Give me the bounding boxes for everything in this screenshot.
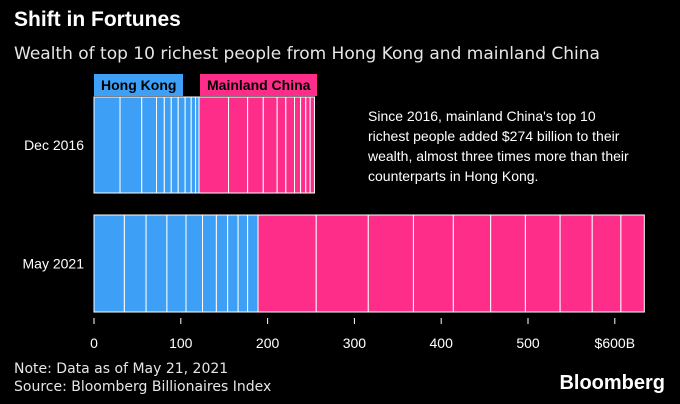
bar-segment: [452, 214, 492, 313]
bar-segment: [559, 214, 593, 313]
bar-segment: [247, 96, 264, 194]
chart-subtitle: Wealth of top 10 richest people from Hon…: [14, 44, 600, 64]
source-text: Source: Bloomberg Billionaires Index: [14, 379, 272, 395]
bar-segment: [141, 96, 157, 194]
x-tick-label: 500: [516, 335, 540, 351]
bar-segment: [285, 96, 296, 194]
bar-segment: [155, 96, 165, 194]
x-tick-label: 0: [90, 335, 98, 351]
category-label: May 2021: [23, 256, 85, 272]
bar-segment: [367, 214, 414, 313]
bar-segment: [524, 214, 561, 313]
bloomberg-logo: Bloomberg: [559, 372, 665, 394]
bar-segment: [177, 96, 186, 194]
bar-segment: [119, 96, 143, 194]
bar-segment: [184, 96, 192, 194]
note-text: Note: Data as of May 21, 2021: [14, 361, 229, 377]
bar-segment: [247, 214, 259, 313]
bar-segment: [276, 96, 287, 194]
bar-segment: [591, 214, 622, 313]
bar-segment: [305, 96, 311, 194]
chart-annotation: Since 2016, mainland China's top 10 rich…: [368, 108, 629, 184]
bar-segment: [195, 96, 200, 194]
bar-segment: [170, 96, 179, 194]
chart-notes: Note: Data as of May 21, 2021 Source: Bl…: [14, 360, 271, 396]
bar-segment: [237, 214, 249, 313]
x-tick-label: 400: [430, 335, 454, 351]
bar-segment: [185, 214, 203, 313]
bar-segment: [309, 96, 315, 194]
x-tick-label: 200: [256, 335, 280, 351]
bar-segment: [294, 96, 302, 194]
x-tick-label: $600B: [595, 335, 635, 351]
bar-segment: [166, 214, 187, 313]
bar-segment: [262, 96, 278, 194]
bar-segment: [490, 214, 526, 313]
legend-mainland-china: Mainland China: [200, 74, 318, 96]
bar-segment: [198, 96, 230, 194]
bar-segment: [227, 214, 239, 313]
bar-segment: [145, 214, 168, 313]
bar-segment: [202, 214, 217, 313]
x-tick-label: 300: [343, 335, 367, 351]
bar-segment: [315, 214, 369, 313]
bar-segment: [257, 214, 317, 313]
bar-segment: [215, 214, 229, 313]
bar-segment: [300, 96, 307, 194]
chart-title: Shift in Fortunes: [14, 8, 181, 31]
bar-segment: [123, 214, 147, 313]
x-tick-label: 100: [169, 335, 193, 351]
legend-hong-kong: Hong Kong: [94, 74, 184, 96]
bar-segment: [163, 96, 172, 194]
bar-segment: [228, 96, 249, 194]
bar-segment: [93, 214, 125, 313]
bar-segment: [620, 214, 645, 313]
bar-segment: [190, 96, 197, 194]
bar-segment: [93, 96, 121, 194]
category-label: Dec 2016: [24, 137, 84, 153]
bar-segment: [412, 214, 454, 313]
